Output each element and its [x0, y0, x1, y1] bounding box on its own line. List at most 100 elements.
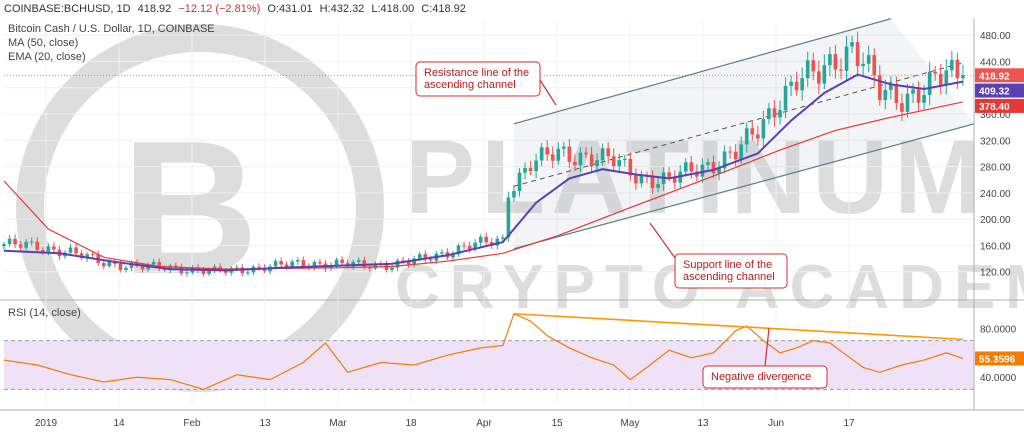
candle-body	[207, 269, 211, 274]
candle-body	[933, 71, 937, 74]
candle-body	[174, 265, 178, 267]
candle-body	[456, 245, 461, 255]
divergence-annotation-text: Negative divergence	[711, 371, 811, 383]
candle-body	[894, 84, 899, 104]
candle-body	[46, 246, 51, 252]
candle-body	[911, 89, 915, 94]
candle-body	[556, 148, 561, 161]
candle-body	[689, 162, 694, 172]
candle-body	[356, 260, 361, 262]
candle-body	[728, 151, 732, 153]
candle-body	[395, 260, 400, 268]
candle-body	[35, 241, 40, 251]
price-chart[interactable]: B PLATINUM CRYPTO ACADEMY 120.00160.0020…	[0, 18, 1024, 433]
candle-body	[833, 54, 838, 70]
candle-body	[683, 162, 688, 172]
candle-body	[700, 164, 705, 177]
candle-body	[440, 252, 444, 254]
rsi-divergence-line	[513, 312, 963, 341]
candle-body	[944, 70, 949, 85]
candle-body	[828, 54, 832, 66]
price-tick-label: 160.00	[980, 241, 1011, 252]
candle-body	[617, 160, 622, 167]
rsi-legend-label[interactable]: RSI (14, close)	[8, 307, 81, 319]
support-annotation-text: ascending channel	[683, 271, 775, 283]
candle-body	[872, 55, 877, 76]
candle-body	[124, 267, 128, 271]
rsi-line	[3, 312, 964, 391]
price-axis[interactable]: 120.00 160.00 200.00 240.00 280.00 320.00 360.…	[973, 18, 1024, 410]
candle-body	[279, 260, 283, 265]
candle-body	[606, 148, 610, 157]
candle-body	[52, 246, 56, 250]
candle-body	[85, 254, 89, 259]
candle-body	[429, 259, 433, 261]
candle-body	[79, 253, 84, 259]
price-tick-label: 120.00	[980, 268, 1011, 279]
candle-body	[855, 42, 860, 67]
candle-body	[772, 108, 777, 118]
price-tick-label: 240.00	[980, 189, 1011, 200]
candle-body	[495, 238, 500, 246]
resistance-line	[513, 18, 892, 125]
support-annotation-text: Support line of the	[683, 259, 772, 271]
ema-legend[interactable]: EMA (20, close)	[8, 51, 86, 63]
candle-body	[334, 259, 339, 266]
candle-body	[650, 176, 655, 188]
candle-body	[473, 242, 477, 250]
candle-body	[13, 238, 17, 245]
candle-body	[273, 260, 278, 267]
candle-body	[246, 272, 250, 274]
rsi-tick-label: 40.0000	[980, 373, 1017, 384]
rsi-tick-label: 80.0000	[980, 324, 1017, 335]
candle-body	[573, 161, 577, 166]
candle-body	[462, 245, 466, 247]
candle-body	[639, 175, 644, 184]
symbol-header-bar: COINBASE:BCHUSD, 1D 418.92 −12.12 (−2.81…	[0, 0, 1024, 18]
candle-body	[722, 151, 727, 169]
candle-body	[634, 175, 638, 184]
candle-body	[916, 89, 921, 103]
time-tick-label: Mar	[329, 418, 347, 429]
rsi-value-tag: 55.3596	[979, 354, 1016, 365]
candle-body	[789, 81, 793, 86]
candle-body	[451, 254, 455, 258]
candle-body	[90, 254, 95, 256]
candle-body	[41, 250, 45, 252]
symbol-name[interactable]: COINBASE:BCHUSD, 1D	[4, 3, 131, 15]
resistance-annotation-pointer	[539, 79, 557, 106]
candle-body	[401, 260, 405, 262]
last-price-tag-bg	[975, 68, 1024, 83]
candle-body	[390, 267, 394, 270]
channel-fill	[513, 18, 974, 249]
candle-body	[794, 81, 799, 91]
candle-body	[800, 78, 804, 91]
candle-body	[950, 59, 954, 71]
candle-body	[417, 254, 422, 259]
time-tick-label: 13	[697, 418, 709, 429]
candle-body	[578, 152, 583, 166]
candle-body	[68, 247, 73, 253]
candle-body	[318, 262, 322, 264]
candle-body	[817, 71, 821, 84]
candle-body	[589, 154, 594, 167]
candle-body	[861, 63, 865, 67]
candle-body	[107, 261, 112, 267]
chart-title: Bitcoin Cash / U.S. Dollar, 1D, COINBASE	[8, 23, 215, 35]
candle-body	[118, 263, 123, 271]
time-axis[interactable]: 2019 14 Feb 13 Mar 18 Apr 15 May 13 Jun 17	[0, 409, 1024, 429]
candle-body	[567, 146, 572, 162]
candle-body	[185, 272, 189, 274]
candle-body	[595, 160, 599, 167]
candle-body	[767, 108, 771, 120]
candle-body	[955, 59, 960, 79]
candle-body	[761, 119, 766, 139]
ma-legend[interactable]: MA (50, close)	[8, 37, 79, 49]
price-tick-label: 200.00	[980, 215, 1011, 226]
support-annotation-box	[674, 253, 788, 289]
candle-body	[478, 236, 483, 243]
rsi-legend: RSI (14, close)	[8, 306, 81, 320]
candle-body	[406, 261, 411, 265]
ema-price-tag: 409.32	[979, 87, 1010, 98]
price-tick-label: 360.00	[980, 110, 1011, 121]
